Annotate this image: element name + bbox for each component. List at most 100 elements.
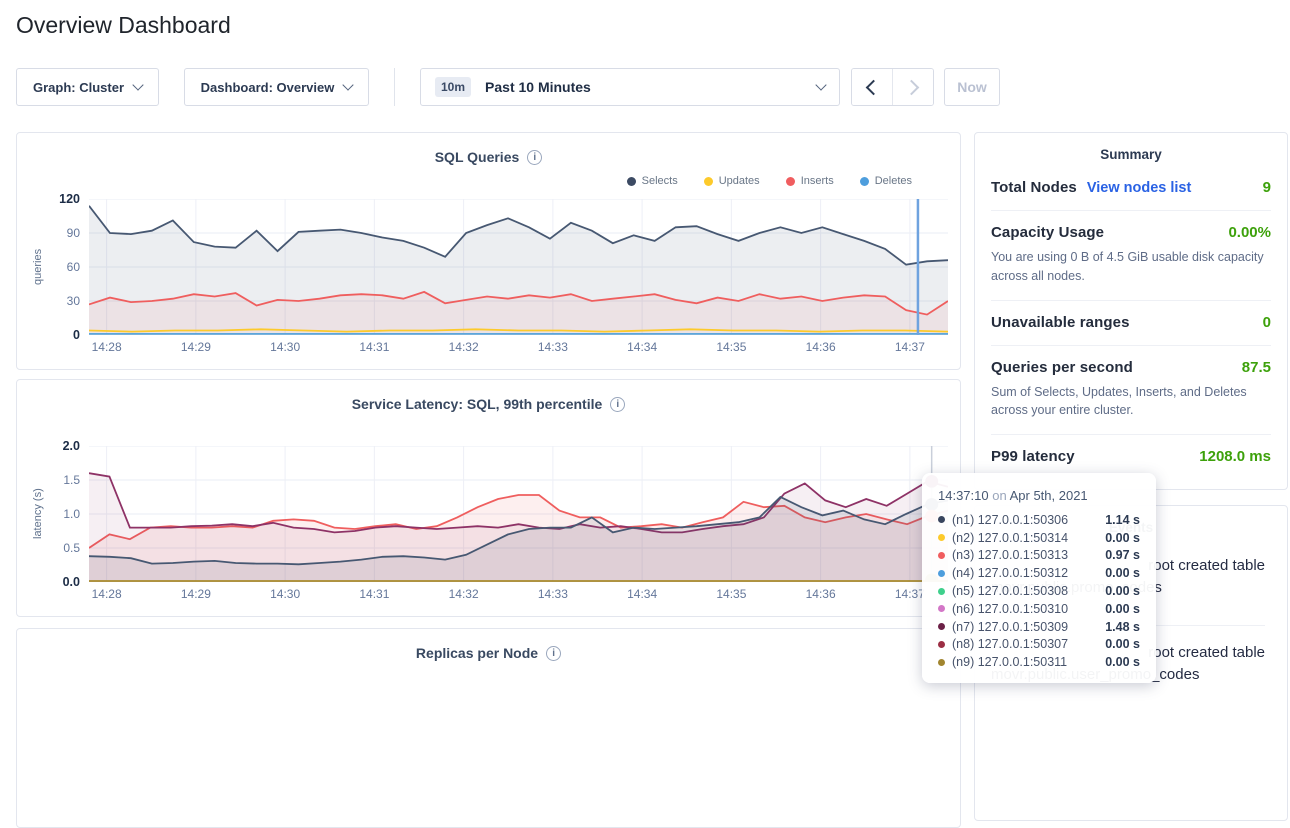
service-latency-svg [89,446,948,582]
x-tick-label: 14:33 [538,587,568,601]
chart-legend: Selects Updates Inserts Deletes [29,173,912,189]
service-latency-chart-card: Service Latency: SQL, 99th percentile la… [16,379,961,617]
tooltip-node-address: (n4) 127.0.0.1:50312 [952,566,1068,580]
x-tick-label: 14:34 [627,340,657,354]
tooltip-row: (n7) 127.0.0.1:503091.48 s [938,618,1140,636]
info-icon[interactable] [610,397,625,412]
x-axis-ticks: 14:2814:2914:3014:3114:3214:3314:3414:35… [89,587,948,603]
tooltip-node-value: 1.48 s [1105,620,1140,634]
toolbar: Graph: Cluster Dashboard: Overview 10m P… [16,68,1000,106]
x-axis-ticks: 14:2814:2914:3014:3114:3214:3314:3414:35… [89,340,948,356]
tooltip-time: 14:37:10 [938,488,989,503]
node-color-dot-icon [938,552,945,559]
legend-label: Inserts [801,175,834,187]
legend-dot-icon [860,177,869,186]
tooltip-row: (n8) 127.0.0.1:503070.00 s [938,636,1140,654]
summary-rows: Total NodesView nodes list9Capacity Usag… [991,166,1271,479]
x-tick-label: 14:33 [538,340,568,354]
dashboard-dropdown[interactable]: Dashboard: Overview [184,68,369,106]
x-tick-label: 14:32 [449,340,479,354]
legend-item-deletes[interactable]: Deletes [860,173,912,189]
tooltip-timestamp: 14:37:10 on Apr 5th, 2021 [938,488,1140,503]
x-tick-label: 14:30 [270,587,300,601]
time-step-buttons [851,68,934,106]
prev-time-button[interactable] [852,69,892,105]
tooltip-row: (n1) 127.0.0.1:503061.14 s [938,511,1140,529]
chart-title-row: Replicas per Node [29,645,948,661]
graph-dropdown-label: Graph: Cluster [33,80,124,95]
tooltip-node-value: 0.97 s [1105,548,1140,562]
tooltip-row: (n4) 127.0.0.1:503120.00 s [938,564,1140,582]
node-color-dot-icon [938,570,945,577]
chart-title: Replicas per Node [416,645,538,661]
tooltip-connector: on [992,488,1006,503]
chart-title: Service Latency: SQL, 99th percentile [352,396,603,412]
tooltip-node-value: 1.14 s [1105,513,1140,527]
tooltip-date: Apr 5th, 2021 [1010,488,1088,503]
legend-dot-icon [627,177,636,186]
x-tick-label: 14:28 [92,587,122,601]
tooltip-row: (n5) 127.0.0.1:503080.00 s [938,582,1140,600]
y-tick-label: 90 [67,227,80,239]
sql-queries-plot[interactable]: 14:2814:2914:3014:3114:3214:3314:3414:35… [89,199,948,335]
summary-row-main: Unavailable ranges0 [991,314,1271,331]
summary-row-main: Capacity Usage0.00% [991,224,1271,241]
legend-label: Selects [642,175,678,187]
tooltip-node-value: 0.00 s [1105,531,1140,545]
time-range-label: Past 10 Minutes [485,79,591,95]
summary-row-main: P99 latency1208.0 ms [991,448,1271,465]
plot-row: queries 1209060300 14:2814:2914:3014:311… [29,199,948,341]
x-tick-label: 14:28 [92,340,122,354]
legend-item-updates[interactable]: Updates [704,173,760,189]
node-color-dot-icon [938,659,945,666]
tooltip-rows: (n1) 127.0.0.1:503061.14 s(n2) 127.0.0.1… [938,511,1140,671]
info-icon[interactable] [546,646,561,661]
y-tick-label: 30 [67,295,80,307]
replicas-per-node-chart-card: Replicas per Node [16,628,961,828]
legend-item-selects[interactable]: Selects [627,173,678,189]
node-color-dot-icon [938,588,945,595]
x-tick-label: 14:30 [270,340,300,354]
tooltip-node-address: (n9) 127.0.0.1:50311 [952,655,1067,669]
y-tick-label: 0.5 [63,542,80,554]
summary-row-label: Total Nodes [991,179,1077,196]
tooltip-node-value: 0.00 s [1105,602,1140,616]
info-icon[interactable] [527,150,542,165]
chart-hover-tooltip: 14:37:10 on Apr 5th, 2021 (n1) 127.0.0.1… [922,473,1156,683]
tooltip-node-address: (n8) 127.0.0.1:50307 [952,637,1068,651]
y-axis-ticks: 2.01.51.00.50.0 [47,440,89,588]
x-tick-label: 14:36 [806,340,836,354]
legend-dot-icon [786,177,795,186]
x-tick-label: 14:32 [449,587,479,601]
x-tick-label: 14:36 [806,587,836,601]
summary-row-description: You are using 0 B of 4.5 GiB usable disk… [991,248,1271,286]
now-button[interactable]: Now [944,68,1000,106]
y-tick-label: 1.5 [63,474,80,486]
node-color-dot-icon [938,641,945,648]
plot-row: latency (s) 2.01.51.00.50.0 14:2814:2914… [29,446,948,588]
summary-row-value: 0.00% [1228,224,1271,241]
summary-row: Capacity Usage0.00% You are using 0 B of … [991,211,1271,301]
x-tick-label: 14:37 [895,587,925,601]
view-nodes-link[interactable]: View nodes list [1087,180,1192,196]
x-tick-label: 14:29 [181,340,211,354]
chevron-down-icon [343,79,354,90]
summary-row-value: 1208.0 ms [1199,448,1271,465]
node-color-dot-icon [938,605,945,612]
tooltip-node-address: (n6) 127.0.0.1:50310 [952,602,1068,616]
time-range-selector[interactable]: 10m Past 10 Minutes [420,68,840,106]
graph-dropdown[interactable]: Graph: Cluster [16,68,159,106]
y-tick-label: 60 [67,261,80,273]
summary-row-main: Queries per second87.5 [991,359,1271,376]
x-tick-label: 14:29 [181,587,211,601]
x-tick-label: 14:31 [359,587,389,601]
legend-dot-icon [704,177,713,186]
tooltip-node-value: 0.00 s [1105,655,1140,669]
service-latency-plot[interactable]: 14:2814:2914:3014:3114:3214:3314:3414:35… [89,446,948,582]
tooltip-row: (n9) 127.0.0.1:50311 0.00 s [938,653,1140,671]
legend-item-inserts[interactable]: Inserts [786,173,834,189]
toolbar-divider [394,68,395,106]
next-time-button[interactable] [892,69,933,105]
y-axis-label: latency (s) [29,446,47,582]
chart-title: SQL Queries [435,149,520,165]
